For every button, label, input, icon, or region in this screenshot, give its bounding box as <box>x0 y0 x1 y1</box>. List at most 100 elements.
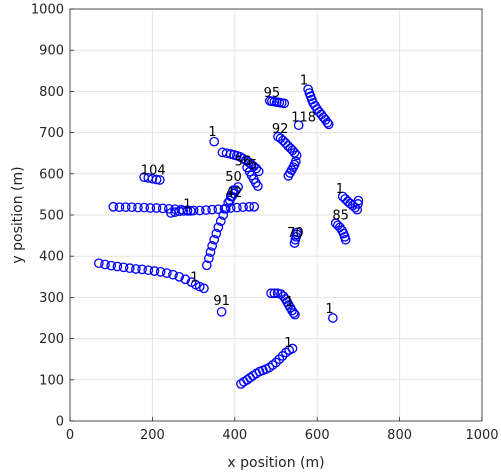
ticks: 0 200 400 600 800 1000 0 100 200 300 400 500 600 700 8… <box>31 3 499 444</box>
data-point <box>205 247 216 257</box>
x-tick-label: 0 <box>66 428 74 443</box>
track-annotation: 1 <box>285 295 293 310</box>
data-point <box>178 206 189 216</box>
track-t12 <box>266 288 300 320</box>
track-annotation: 50 <box>225 170 242 185</box>
data-point <box>207 204 217 215</box>
y-axis-label: y position (m) <box>10 166 26 263</box>
track-t4 <box>166 206 196 218</box>
data-point <box>323 119 334 130</box>
data-point <box>157 203 168 214</box>
data-point <box>199 283 209 294</box>
data-point <box>271 357 281 368</box>
track-t3 <box>139 172 165 185</box>
data-point <box>209 136 220 147</box>
x-tick-label: 1000 <box>465 428 498 443</box>
data-point <box>220 203 231 214</box>
data-point <box>174 271 185 282</box>
data-point <box>118 262 129 273</box>
data-point <box>278 135 288 146</box>
data-point <box>145 203 156 213</box>
data-point <box>328 313 338 323</box>
data-point <box>266 288 276 299</box>
y-tick-label: 0 <box>56 415 64 430</box>
data-point <box>232 202 242 213</box>
data-point <box>137 264 147 275</box>
data-point <box>225 203 236 213</box>
track-t16 <box>303 84 334 130</box>
data-point <box>112 261 123 272</box>
track-annotation: 1 <box>208 125 216 140</box>
x-tick-label: 400 <box>222 428 247 443</box>
data-point <box>139 202 150 213</box>
data-point <box>290 156 301 167</box>
data-point <box>93 258 104 269</box>
data-point <box>176 204 187 215</box>
data-point <box>203 253 214 264</box>
data-point <box>147 173 158 184</box>
data-point <box>353 199 363 209</box>
track-t13 <box>264 96 290 109</box>
track-t10 <box>216 306 227 317</box>
data-point <box>211 228 222 239</box>
data-point <box>180 274 191 285</box>
data-point <box>287 343 298 354</box>
data-point <box>280 138 291 148</box>
y-tick-label: 300 <box>39 291 64 306</box>
data-point <box>253 166 264 177</box>
data-point <box>124 263 135 273</box>
track-annotation: 118 <box>291 110 316 125</box>
data-point <box>288 308 299 318</box>
track-t1 <box>93 258 209 294</box>
data-point <box>352 204 363 215</box>
track-annotation: 5 <box>249 158 257 173</box>
data-point <box>249 201 260 212</box>
track-annotation: 91 <box>213 294 230 309</box>
data-point <box>201 260 212 271</box>
data-point <box>155 267 166 277</box>
data-point <box>238 202 248 213</box>
track-t9 <box>225 182 243 206</box>
data-point <box>151 174 162 185</box>
data-point <box>215 216 226 227</box>
data-point <box>216 306 227 317</box>
track-t18 <box>289 227 303 248</box>
data-point <box>291 150 302 161</box>
track-annotation: 42 <box>226 186 243 201</box>
data-point <box>154 175 165 185</box>
data-point <box>201 205 211 215</box>
data-point <box>322 117 333 128</box>
data-point <box>108 201 119 212</box>
data-point <box>151 203 162 213</box>
data-point <box>207 241 217 251</box>
data-point <box>126 202 137 213</box>
data-point <box>274 354 285 365</box>
data-point <box>143 265 154 276</box>
data-point <box>182 206 193 216</box>
data-point <box>194 205 205 216</box>
data-point <box>277 351 288 361</box>
data-point <box>161 268 172 278</box>
x-tick-label: 600 <box>305 428 330 443</box>
track-annotation: 1 <box>325 302 333 317</box>
track-t11 <box>236 343 298 389</box>
data-point <box>149 266 160 276</box>
track-annotation: 85 <box>332 209 349 224</box>
y-tick-label: 100 <box>39 373 64 388</box>
data-point <box>244 201 255 212</box>
track-t7 <box>217 147 264 177</box>
data-point <box>293 120 304 131</box>
y-tick-label: 800 <box>39 85 64 100</box>
data-point <box>221 148 232 159</box>
track-annotation: 1 <box>300 73 308 88</box>
data-point <box>114 202 125 213</box>
data-point <box>213 204 224 215</box>
data-point <box>168 269 178 280</box>
track-annotation: 1 <box>284 336 292 351</box>
track-annotation: 1 <box>183 197 191 212</box>
y-tick-label: 400 <box>39 250 64 265</box>
track-t6 <box>209 136 220 147</box>
track-annotation: 92 <box>272 122 289 137</box>
